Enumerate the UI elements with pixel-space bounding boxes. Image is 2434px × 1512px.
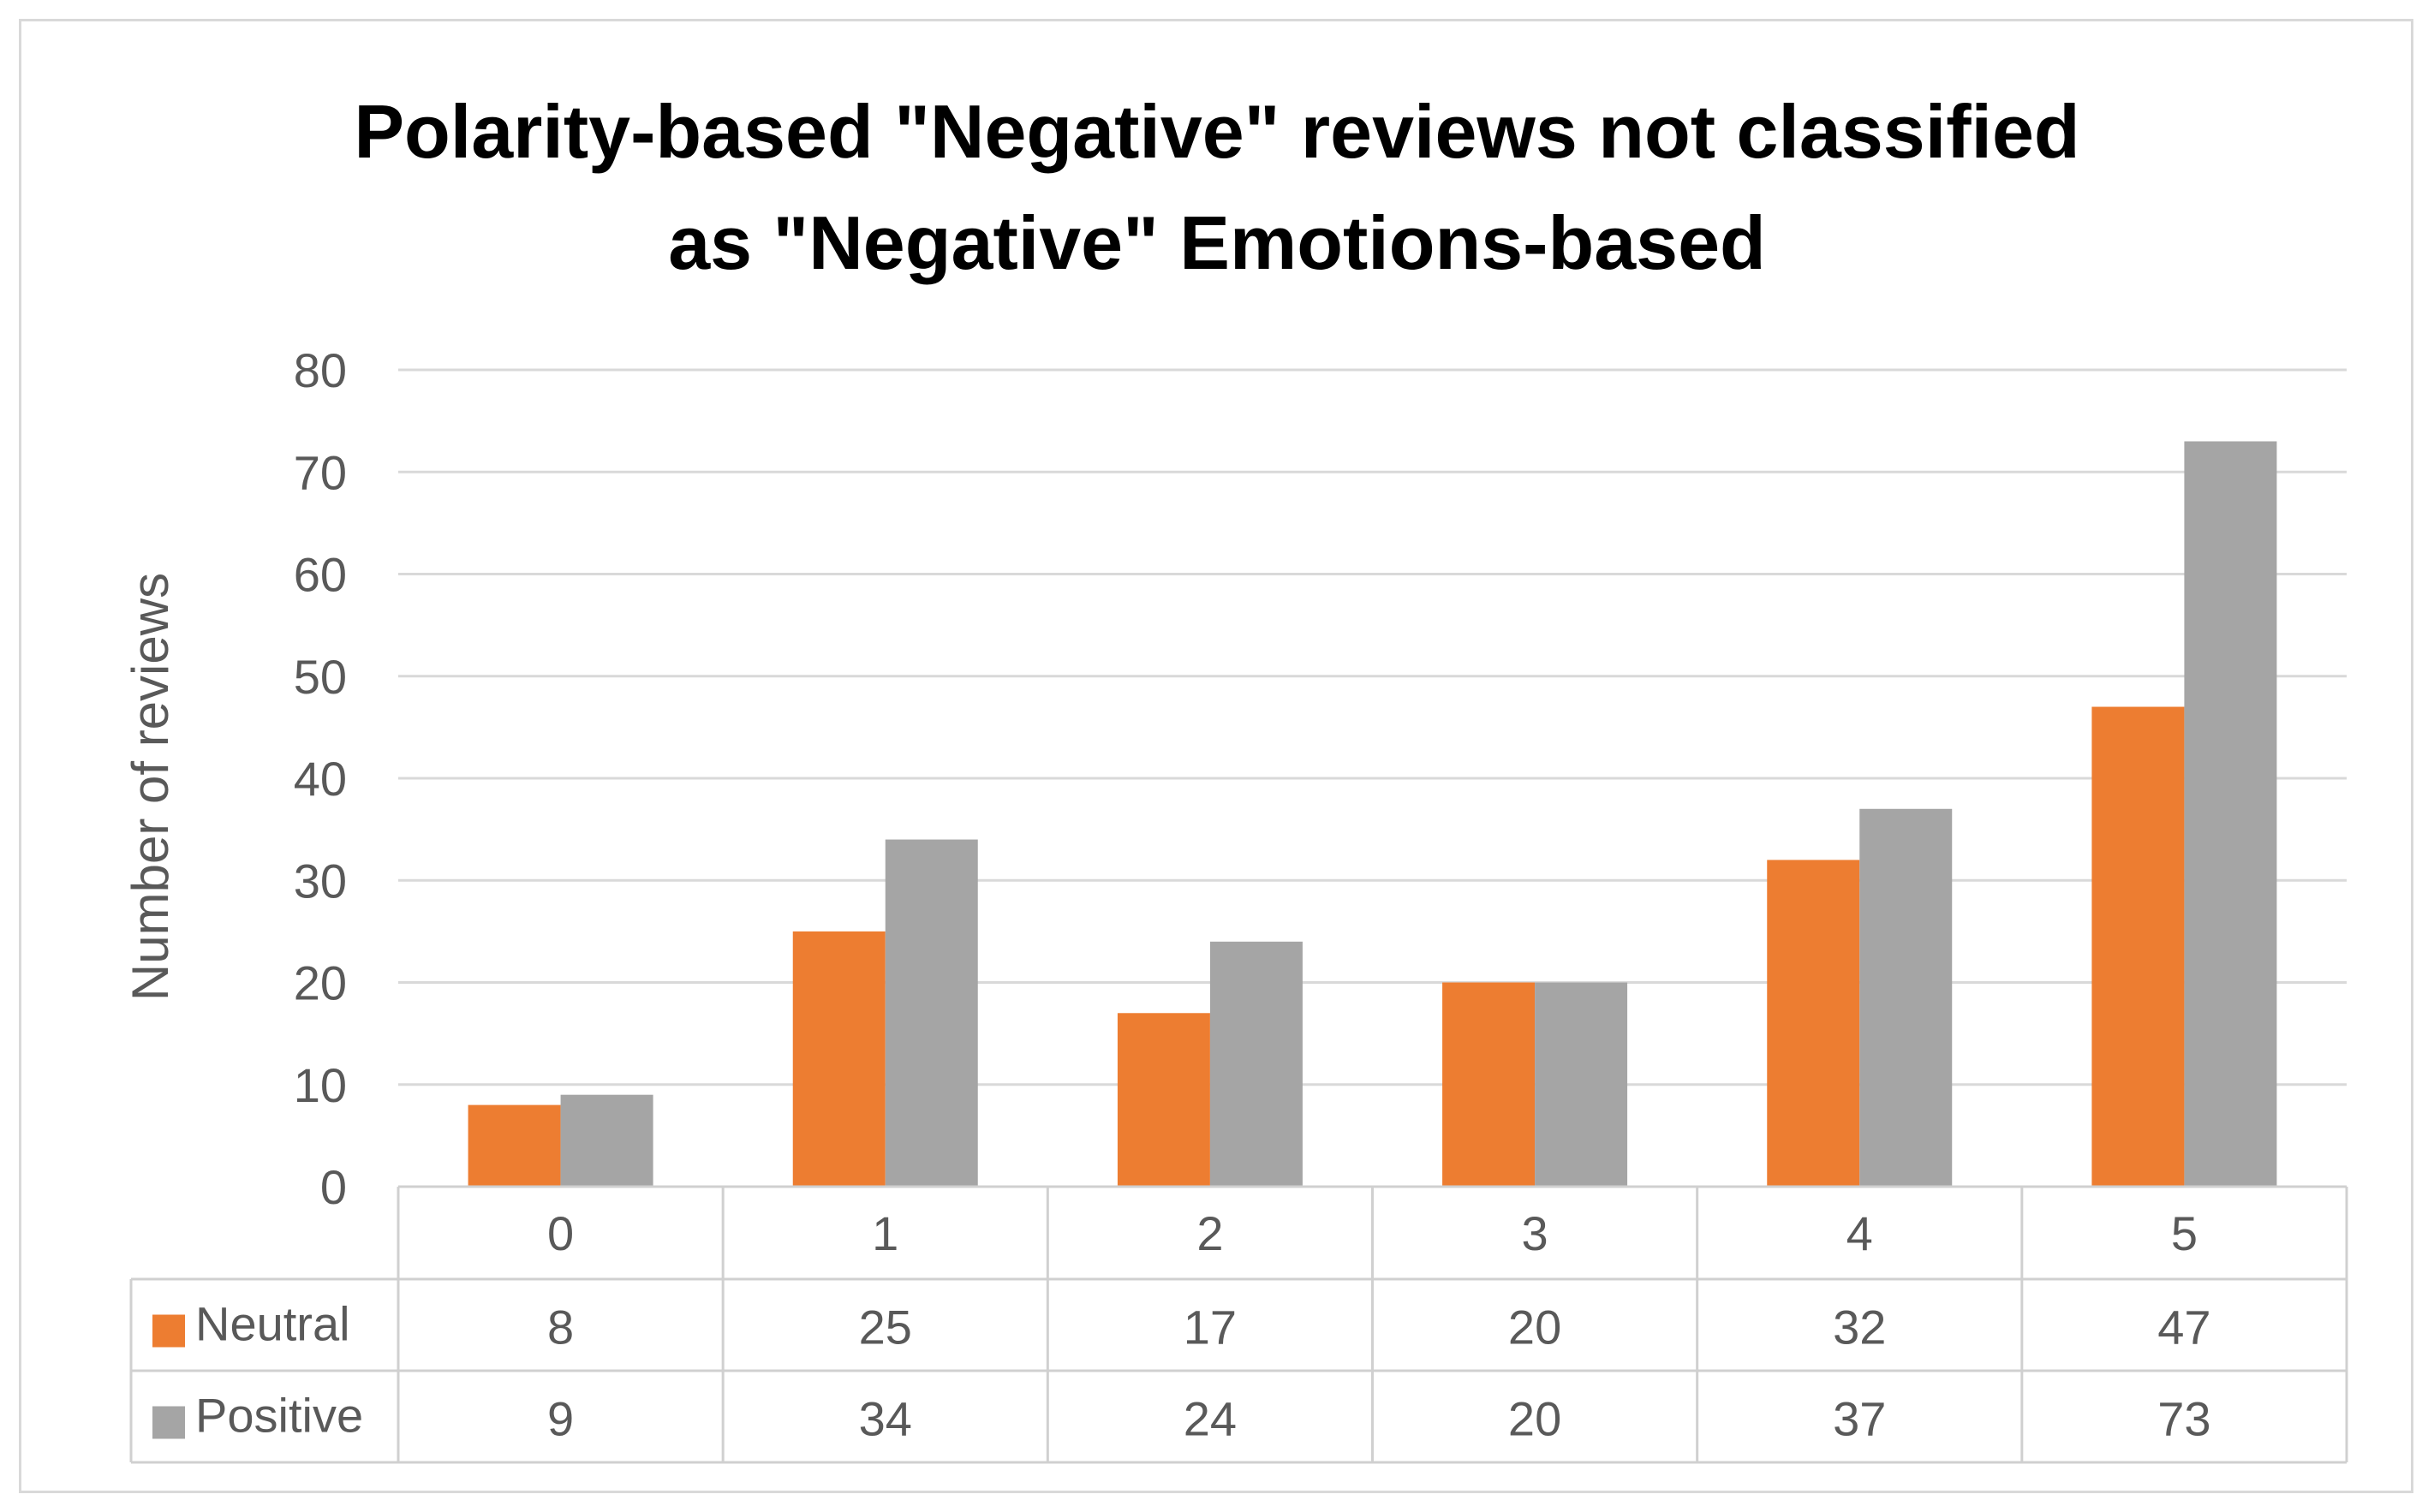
- bar-positive-0: [560, 1094, 653, 1187]
- data-label-positive-1: 34: [859, 1392, 912, 1446]
- data-label-positive-0: 9: [547, 1392, 574, 1446]
- data-label-positive-5: 73: [2157, 1392, 2210, 1446]
- chart-title-line-2: as "Negative" Emotions-based: [668, 200, 1766, 285]
- x-tick-label-0: 0: [547, 1206, 574, 1260]
- x-tick-label-5: 5: [2171, 1206, 2198, 1260]
- y-tick-label-80: 80: [294, 343, 347, 397]
- data-label-neutral-1: 25: [859, 1301, 912, 1354]
- data-label-neutral-2: 17: [1184, 1301, 1237, 1354]
- bar-positive-1: [885, 839, 978, 1187]
- chart-title-line-1: Polarity-based "Negative" reviews not cl…: [354, 89, 2080, 174]
- chart-frame: [19, 19, 2413, 1493]
- bar-positive-5: [2184, 441, 2277, 1187]
- bar-neutral-5: [2091, 706, 2185, 1187]
- bar-neutral-4: [1767, 860, 1860, 1187]
- bar-neutral-1: [792, 931, 886, 1187]
- y-tick-label-50: 50: [294, 650, 347, 704]
- legend-label-neutral: Neutral: [195, 1297, 350, 1351]
- bar-positive-2: [1209, 941, 1303, 1187]
- data-label-positive-2: 24: [1184, 1392, 1237, 1446]
- y-tick-label-30: 30: [294, 854, 347, 908]
- data-label-positive-3: 20: [1508, 1392, 1561, 1446]
- y-tick-label-60: 60: [294, 548, 347, 602]
- legend-label-positive: Positive: [195, 1389, 363, 1443]
- x-tick-label-2: 2: [1196, 1206, 1223, 1260]
- y-tick-label-10: 10: [294, 1058, 347, 1112]
- y-tick-label-70: 70: [294, 445, 347, 499]
- y-axis-title: Number of reviews: [122, 573, 179, 1001]
- bar-positive-4: [1859, 808, 1953, 1187]
- y-tick-label-40: 40: [294, 752, 347, 806]
- legend-key-neutral: [152, 1314, 185, 1348]
- bar-neutral-3: [1442, 982, 1536, 1187]
- bar-neutral-2: [1117, 1013, 1210, 1187]
- bar-neutral-0: [468, 1104, 561, 1187]
- x-tick-label-3: 3: [1522, 1206, 1548, 1260]
- data-label-neutral-3: 20: [1508, 1301, 1561, 1354]
- x-tick-label-4: 4: [1846, 1206, 1873, 1260]
- y-tick-label-0: 0: [320, 1160, 347, 1214]
- legend-key-positive: [152, 1406, 185, 1439]
- data-label-neutral-5: 47: [2157, 1301, 2210, 1354]
- data-label-positive-4: 37: [1833, 1392, 1886, 1446]
- x-tick-label-1: 1: [872, 1206, 898, 1260]
- bar-positive-3: [1535, 982, 1628, 1187]
- data-label-neutral-0: 8: [547, 1301, 574, 1354]
- data-label-neutral-4: 32: [1833, 1301, 1886, 1354]
- y-tick-label-20: 20: [294, 956, 347, 1010]
